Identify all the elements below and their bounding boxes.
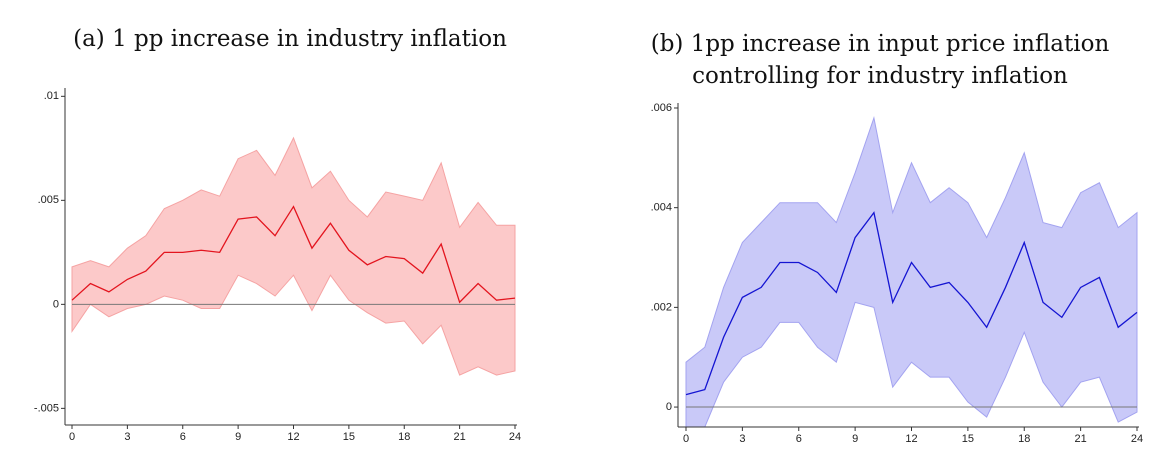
chart-title: (b) 1pp increase in input price inflatio… [651,31,1110,57]
estimate-line [71,205,516,304]
x-tick-label: 6 [180,431,186,443]
y-tick-label: .002 [651,301,672,313]
y-tick-label: .006 [651,102,672,114]
x-tick-label: 3 [124,431,130,443]
x-tick-label: 15 [343,431,355,443]
chart-title: controlling for industry inflation [692,63,1068,89]
x-tick-label: 6 [796,433,802,445]
x-tick-label: 12 [905,433,917,445]
y-tick-label: .01 [44,90,59,102]
x-tick-label: 24 [509,431,521,443]
chart-title: (a) 1 pp increase in industry inflation [73,26,507,52]
x-tick-label: 9 [852,433,858,445]
x-tick-label: 0 [683,433,689,445]
x-tick-label: 0 [69,431,75,443]
x-tick-label: 15 [962,433,974,445]
x-tick-label: 18 [1018,433,1030,445]
y-tick-label: .004 [651,202,672,214]
y-tick-label: 0 [666,401,672,413]
x-tick-label: 3 [739,433,745,445]
x-tick-label: 9 [235,431,241,443]
x-tick-label: 24 [1131,433,1143,445]
y-tick-label: 0 [53,298,59,310]
x-tick-label: 21 [454,431,466,443]
y-tick-label: .005 [38,194,59,206]
y-tick-label: -.005 [34,402,59,414]
x-tick-label: 21 [1075,433,1087,445]
estimate-line [685,211,1138,396]
confidence-band [71,136,516,376]
confidence-band [685,116,1138,428]
x-tick-label: 18 [398,431,410,443]
x-tick-label: 12 [287,431,299,443]
